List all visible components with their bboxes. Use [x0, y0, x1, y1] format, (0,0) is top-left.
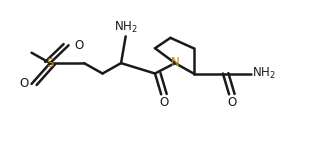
Text: O: O	[228, 96, 237, 109]
Text: O: O	[160, 96, 169, 109]
Text: NH$_2$: NH$_2$	[114, 20, 138, 35]
Text: N: N	[171, 56, 179, 69]
Text: NH$_2$: NH$_2$	[252, 66, 276, 81]
Text: O: O	[19, 77, 29, 90]
Text: O: O	[74, 39, 83, 52]
Text: S: S	[46, 57, 54, 70]
